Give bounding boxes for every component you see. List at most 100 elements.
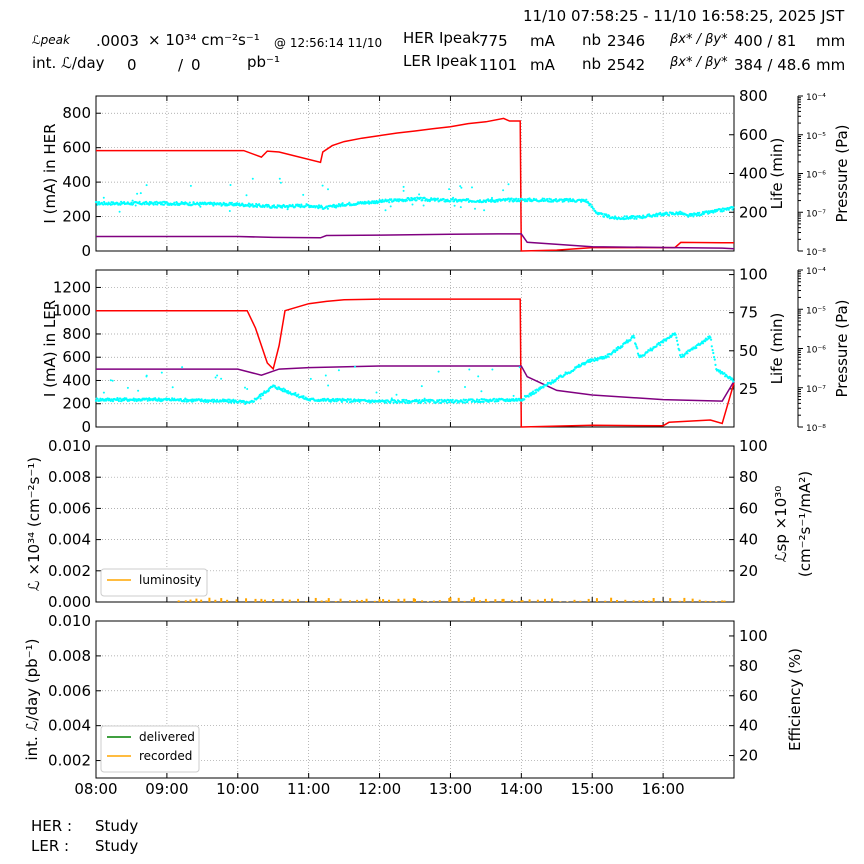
pressure-point — [712, 351, 715, 355]
panel-frame-integrated-luminosity — [95, 620, 735, 779]
pressure-point — [181, 366, 184, 369]
pressure-point — [678, 349, 681, 352]
y-tick-label: 800 — [62, 104, 91, 122]
y2-tick-label: 200 — [739, 203, 768, 221]
pressure-point — [134, 204, 137, 207]
pressure-point — [623, 215, 626, 218]
pressure-point — [438, 398, 441, 402]
pressure-point — [459, 206, 462, 209]
pressure-point — [615, 347, 618, 350]
pressure-point — [455, 198, 458, 201]
ler-beta-unit: mm — [816, 56, 846, 74]
pressure-point — [633, 336, 636, 339]
pressure-point — [432, 399, 435, 402]
pressure-tick-label: 10⁻⁵ — [806, 132, 826, 142]
panel-frame-ler — [95, 269, 735, 428]
pressure-point — [162, 203, 165, 206]
her-peak-value: 775 — [479, 32, 508, 50]
pressure-point — [634, 343, 637, 346]
y-tick-label: 200 — [62, 395, 91, 413]
pressure-point — [524, 198, 527, 201]
pressure-point — [238, 202, 241, 205]
ler-nb-value: 2542 — [607, 56, 646, 74]
pressure-point — [487, 400, 490, 403]
pressure-point — [96, 397, 99, 400]
pressure-point — [546, 198, 549, 201]
y2-tick-label: 400 — [739, 165, 768, 183]
pressure-point — [491, 368, 494, 371]
pressure-point — [471, 186, 473, 189]
pressure-point — [507, 183, 510, 186]
pressure-tick-label: 10⁻⁴ — [806, 267, 826, 277]
y-tick-label: 600 — [62, 348, 91, 366]
pressure-point — [111, 379, 114, 382]
pressure-point — [563, 373, 567, 376]
y-tick-label: 0.002 — [48, 752, 91, 770]
pressure-point — [232, 398, 235, 401]
pressure-point — [348, 201, 351, 204]
pressure-point — [278, 177, 281, 180]
pressure-point — [337, 205, 340, 208]
pressure-point — [337, 369, 340, 372]
pressure-point — [710, 338, 713, 341]
x-tick-label: 11:00 — [287, 780, 330, 798]
x-tick-label: 15:00 — [571, 780, 614, 798]
pressure-point — [608, 214, 611, 218]
pressure-point — [467, 198, 470, 201]
pressure-point — [145, 184, 148, 187]
pressure-point — [396, 401, 399, 404]
pressure-point — [466, 400, 469, 404]
pressure-point — [701, 342, 705, 345]
pressure-point — [532, 390, 535, 393]
panel-frame-her — [95, 95, 735, 252]
y2-axis-label: Life (min) — [768, 138, 786, 210]
pressure-point — [207, 400, 210, 404]
pressure-point — [422, 204, 425, 207]
pressure-point — [665, 339, 668, 342]
pressure-point — [423, 397, 426, 400]
pressure-point — [322, 399, 325, 402]
pressure-point — [251, 203, 254, 206]
pressure-point — [402, 185, 405, 188]
pressure-point — [126, 386, 129, 389]
y-tick-label: 0.002 — [48, 562, 91, 580]
pressure-point — [331, 397, 335, 401]
pressure-point — [228, 398, 231, 401]
pressure-point — [244, 386, 246, 389]
lum-peak-unit: × 10³⁴ cm⁻²s⁻¹ — [148, 31, 260, 49]
pressure-point — [554, 198, 558, 201]
pressure-point — [659, 344, 662, 347]
pressure-point — [349, 398, 352, 401]
pressure-point — [714, 363, 717, 366]
pressure-point — [594, 209, 597, 213]
her-beta-unit: mm — [816, 32, 846, 50]
x-tick-label: 08:00 — [74, 780, 117, 798]
ler-nb-label: nb — [582, 55, 602, 73]
y-tick-label: 400 — [62, 173, 91, 191]
pressure-point — [145, 374, 148, 377]
legend-label-luminosity: luminosity — [139, 573, 201, 587]
legend-label-recorded: recorded — [139, 749, 192, 763]
pressure-point — [529, 394, 533, 397]
pressure-point — [220, 377, 223, 380]
her-nb-value: 2346 — [607, 32, 646, 50]
pressure-point — [475, 398, 479, 401]
pressure-point — [406, 401, 409, 404]
pressure-point — [152, 203, 155, 206]
pressure-point — [358, 400, 361, 403]
pressure-point — [464, 398, 468, 401]
pressure-point — [515, 197, 518, 200]
pressure-point — [390, 198, 393, 201]
y2-tick-label: 60 — [739, 687, 758, 705]
pressure-point — [592, 207, 595, 210]
pressure-point — [537, 389, 540, 392]
her-mode-label: HER : — [31, 817, 73, 835]
y-tick-label: 1200 — [53, 278, 91, 296]
pressure-point — [480, 390, 483, 393]
legend-luminosity: luminosity — [100, 568, 208, 597]
pressure-point — [557, 377, 560, 380]
pressure-point — [518, 200, 522, 203]
pressure-point — [492, 397, 496, 400]
pressure-point — [636, 347, 639, 350]
